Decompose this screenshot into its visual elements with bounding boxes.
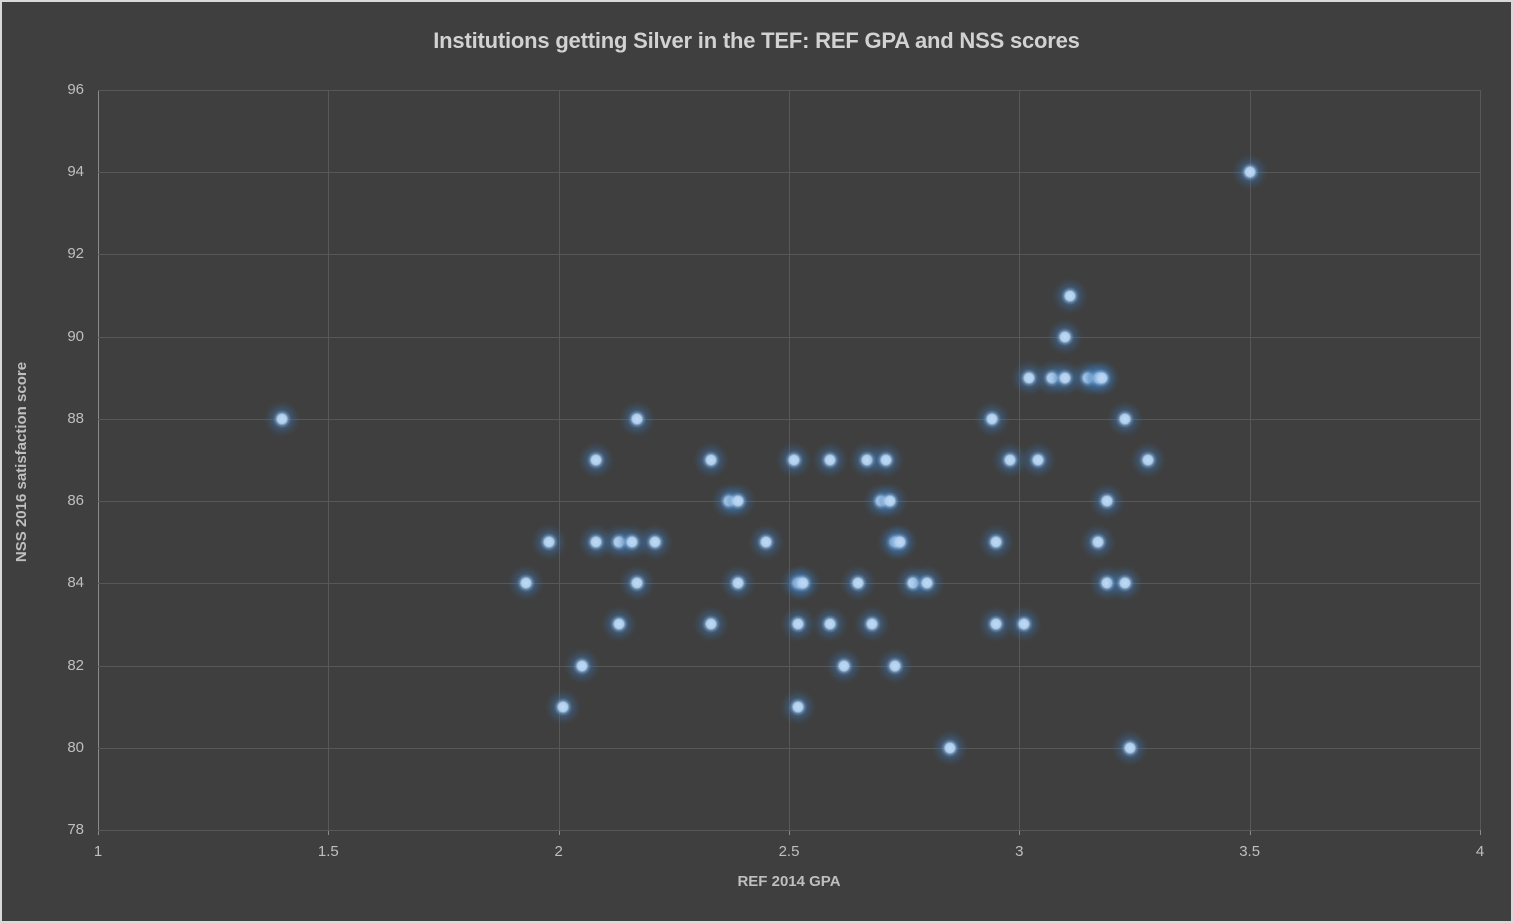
data-point <box>867 442 904 478</box>
y-gridline <box>98 747 1480 749</box>
x-tick-mark <box>789 830 790 835</box>
data-point <box>826 647 863 684</box>
y-tick-label: 84 <box>67 574 84 592</box>
data-point <box>881 524 918 561</box>
x-tick-label: 2 <box>554 843 563 860</box>
x-axis-title: REF 2014 GPA <box>737 873 841 890</box>
data-point <box>618 565 655 602</box>
y-gridline <box>98 254 1480 256</box>
y-axis-title: NSS 2016 satisfaction score <box>13 361 30 563</box>
y-tick-label: 86 <box>67 492 84 510</box>
data-point <box>692 442 729 478</box>
y-gridline <box>98 336 1480 338</box>
y-tick-label: 96 <box>67 81 84 98</box>
y-gridline <box>98 665 1480 667</box>
x-tick-label: 2.5 <box>778 843 800 860</box>
data-point <box>1052 277 1088 314</box>
x-tick-mark <box>98 830 99 835</box>
y-gridline <box>98 418 1480 420</box>
data-point <box>1079 524 1116 561</box>
data-point <box>812 606 849 643</box>
y-tick-label: 90 <box>67 327 84 345</box>
x-tick-mark <box>1019 830 1021 835</box>
data-point <box>600 606 637 643</box>
y-gridline <box>98 90 1480 91</box>
data-point <box>1084 359 1121 396</box>
data-point <box>1005 606 1042 643</box>
data-point <box>720 483 757 520</box>
y-tick-label: 88 <box>67 409 84 427</box>
y-tick-label: 94 <box>67 163 84 181</box>
x-tick-mark <box>1480 830 1481 835</box>
x-tick-label: 3 <box>1015 843 1024 860</box>
data-point <box>577 442 614 478</box>
data-point <box>909 565 946 602</box>
data-point <box>531 524 568 561</box>
data-point <box>720 565 757 602</box>
data-point <box>618 400 655 437</box>
y-tick-label: 78 <box>67 821 84 838</box>
y-axis-line <box>98 90 99 835</box>
x-gridline <box>1249 90 1251 830</box>
x-gridline <box>328 90 330 830</box>
data-point <box>872 483 909 520</box>
data-point <box>264 400 301 437</box>
x-tick-label: 1.5 <box>317 843 339 860</box>
chart-title: Institutions getting Silver in the TEF: … <box>433 28 1080 53</box>
data-point <box>1088 483 1125 520</box>
data-point <box>978 524 1015 561</box>
data-point <box>1047 318 1084 355</box>
x-tick-label: 4 <box>1475 843 1485 860</box>
data-point <box>812 442 849 478</box>
x-tick-mark <box>328 830 330 835</box>
data-point <box>780 606 817 643</box>
data-point <box>1231 154 1268 191</box>
x-gridline <box>558 90 560 830</box>
y-gridline <box>98 501 1480 503</box>
data-point <box>692 606 729 643</box>
y-gridline <box>98 830 1480 831</box>
y-tick-label: 92 <box>67 245 84 263</box>
x-tick-label: 1 <box>93 843 103 860</box>
x-gridline <box>1480 90 1481 830</box>
data-point <box>1107 565 1144 602</box>
data-point <box>747 524 784 561</box>
data-point <box>508 565 545 602</box>
data-point <box>853 606 890 643</box>
data-point <box>1019 442 1056 478</box>
data-point <box>1107 400 1144 437</box>
data-point <box>1130 442 1167 478</box>
data-point <box>563 647 600 684</box>
data-point <box>784 565 821 602</box>
x-tick-mark <box>558 830 560 835</box>
y-tick-label: 82 <box>67 656 84 674</box>
y-tick-label: 80 <box>67 738 84 756</box>
x-tick-label: 3.5 <box>1239 843 1261 860</box>
data-point <box>775 442 812 478</box>
data-point <box>876 647 913 684</box>
data-point <box>545 688 582 725</box>
data-point <box>973 400 1010 437</box>
data-point <box>932 729 969 766</box>
y-gridline <box>98 172 1480 174</box>
data-point <box>1111 729 1148 766</box>
data-point <box>840 565 877 602</box>
x-tick-mark <box>1249 830 1251 835</box>
data-point <box>637 524 674 561</box>
data-point <box>780 688 817 725</box>
